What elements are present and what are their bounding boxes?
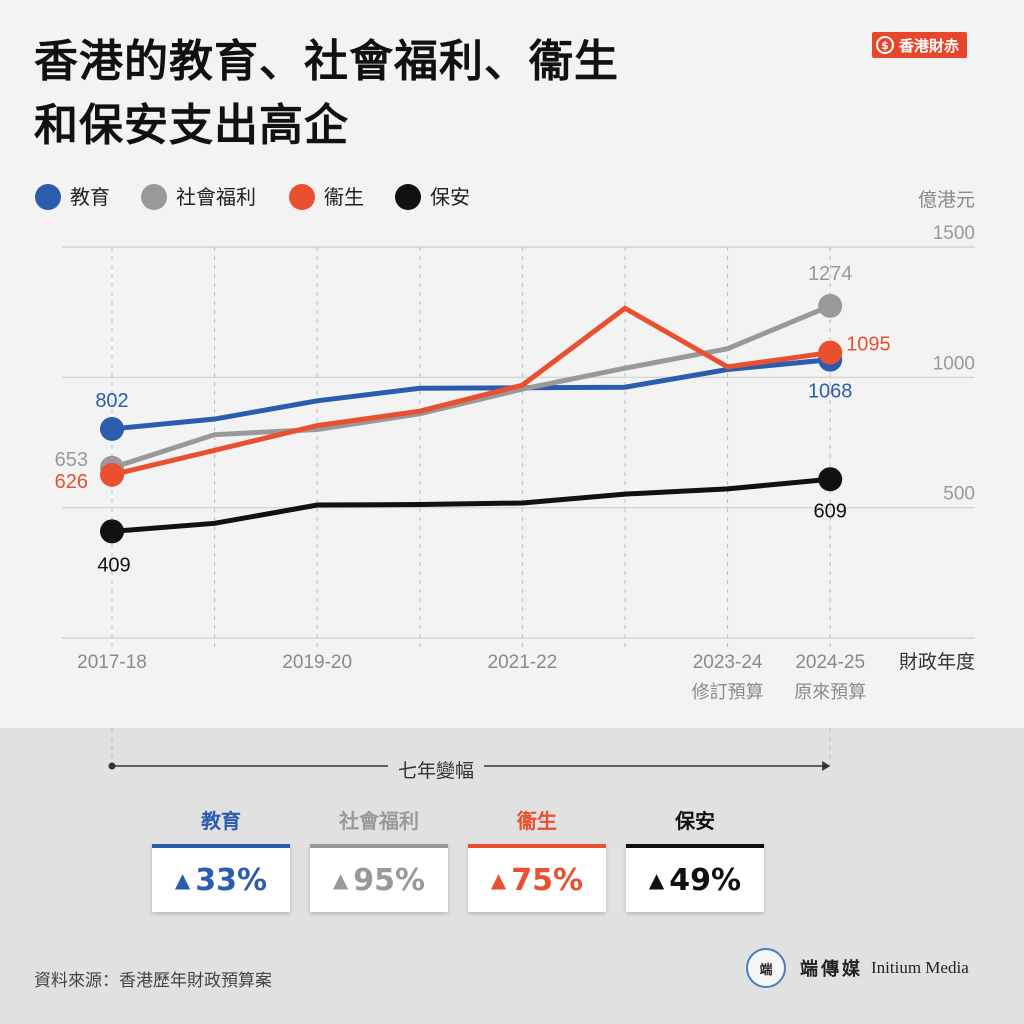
brand-badge[interactable]: $ 香港財赤 xyxy=(872,32,968,58)
line-chart: 500 1000 1500 億港元 2017-18 2019-20 2021-22 2023-… xyxy=(35,184,975,703)
source-note: 資料來源：香港歷年財政預算案 xyxy=(34,971,272,991)
title-line-1: 香港的教育、社會福利、衞生 xyxy=(34,36,619,87)
legend-swatch xyxy=(395,184,421,210)
x-tick-label: 2017-18 xyxy=(77,652,147,673)
change-card: 衞生 ▲ 75% xyxy=(468,805,606,912)
legend-item: 衞生 xyxy=(289,184,364,210)
y-tick-label: 1000 xyxy=(933,353,975,374)
logo-cn-text: 端傳媒 xyxy=(800,959,863,980)
legend-swatch xyxy=(141,184,167,210)
change-value-text: 75% xyxy=(511,862,584,898)
data-label-start: 409 xyxy=(97,554,130,576)
initium-logo-icon: 端 xyxy=(746,948,786,988)
x-tick-label: 2021-22 xyxy=(488,652,558,673)
x-tick-sublabel: 修訂預算 xyxy=(692,682,764,703)
up-triangle-icon: ▲ xyxy=(648,868,665,892)
series-end-point xyxy=(818,340,843,365)
change-card-value: ▲ 95% xyxy=(310,844,448,912)
y-tick-label: 500 xyxy=(943,484,975,505)
series-line xyxy=(109,303,833,471)
change-card-name: 衞生 xyxy=(517,809,557,833)
y-tick-label: 1500 xyxy=(933,223,975,244)
change-card: 保安 ▲ 49% xyxy=(626,805,764,912)
up-triangle-icon: ▲ xyxy=(332,868,349,892)
data-label-start: 802 xyxy=(95,390,128,412)
legend-swatch xyxy=(35,184,61,210)
x-tick-label: 2023-24 xyxy=(693,652,763,673)
y-axis-label: 億港元 xyxy=(918,189,975,211)
change-card-name: 保安 xyxy=(675,809,715,833)
series-start-point xyxy=(100,416,124,441)
change-card-value: ▲ 49% xyxy=(626,844,764,912)
legend-label: 衞生 xyxy=(324,185,364,209)
series-保安: 409 609 xyxy=(97,467,847,576)
logo-en-text: Initium Media xyxy=(871,958,969,977)
change-card: 教育 ▲ 33% xyxy=(152,805,290,912)
change-card: 社會福利 ▲ 95% xyxy=(310,805,448,912)
change-value-text: 95% xyxy=(353,862,426,898)
x-tick-label: 2019-20 xyxy=(282,652,352,673)
series-衞生: 626 1095 xyxy=(55,305,891,493)
x-tick-label: 2024-25 xyxy=(795,652,865,673)
up-triangle-icon: ▲ xyxy=(490,868,507,892)
data-label-end: 1274 xyxy=(808,263,853,285)
data-label-end: 609 xyxy=(814,500,847,522)
brand-badge-label: 香港財赤 xyxy=(899,36,960,55)
change-card-value: ▲ 75% xyxy=(468,844,606,912)
legend-label: 社會福利 xyxy=(176,185,256,209)
page-title: 香港的教育、社會福利、衞生 和保安支出高企 xyxy=(34,30,619,158)
change-value-text: 49% xyxy=(669,862,742,898)
x-tick-sublabel: 原來預算 xyxy=(794,682,866,703)
dollar-coin-icon: $ xyxy=(876,36,894,54)
series-line xyxy=(109,357,833,432)
change-value-text: 33% xyxy=(195,862,268,898)
legend-item: 教育 xyxy=(35,184,110,210)
data-label-end: 1068 xyxy=(808,381,853,403)
title-line-2: 和保安支出高企 xyxy=(34,100,349,151)
plot-area xyxy=(62,227,975,638)
change-label: 七年變幅 xyxy=(388,756,484,783)
legend-label: 教育 xyxy=(70,185,110,209)
up-triangle-icon: ▲ xyxy=(174,868,191,892)
legend-item: 保安 xyxy=(395,184,470,210)
series-start-point xyxy=(100,462,124,487)
legend-swatch xyxy=(289,184,315,210)
legend-label: 保安 xyxy=(430,185,470,209)
data-label-start: 653 xyxy=(55,449,88,471)
data-label-end: 1095 xyxy=(846,334,891,356)
legend-item: 社會福利 xyxy=(141,184,256,210)
series-教育: 802 1068 xyxy=(95,347,853,441)
data-label-start: 626 xyxy=(55,471,88,493)
series-start-point xyxy=(100,519,124,544)
series-end-point xyxy=(818,467,843,492)
change-card-value: ▲ 33% xyxy=(152,844,290,912)
series-line xyxy=(109,305,833,478)
series-end-point xyxy=(818,293,843,318)
change-card-name: 教育 xyxy=(201,809,241,833)
series-line xyxy=(109,476,833,534)
change-card-name: 社會福利 xyxy=(339,809,419,833)
x-axis-label: 財政年度 xyxy=(899,651,975,673)
initium-logo[interactable]: 端 端傳媒 Initium Media xyxy=(746,948,969,988)
